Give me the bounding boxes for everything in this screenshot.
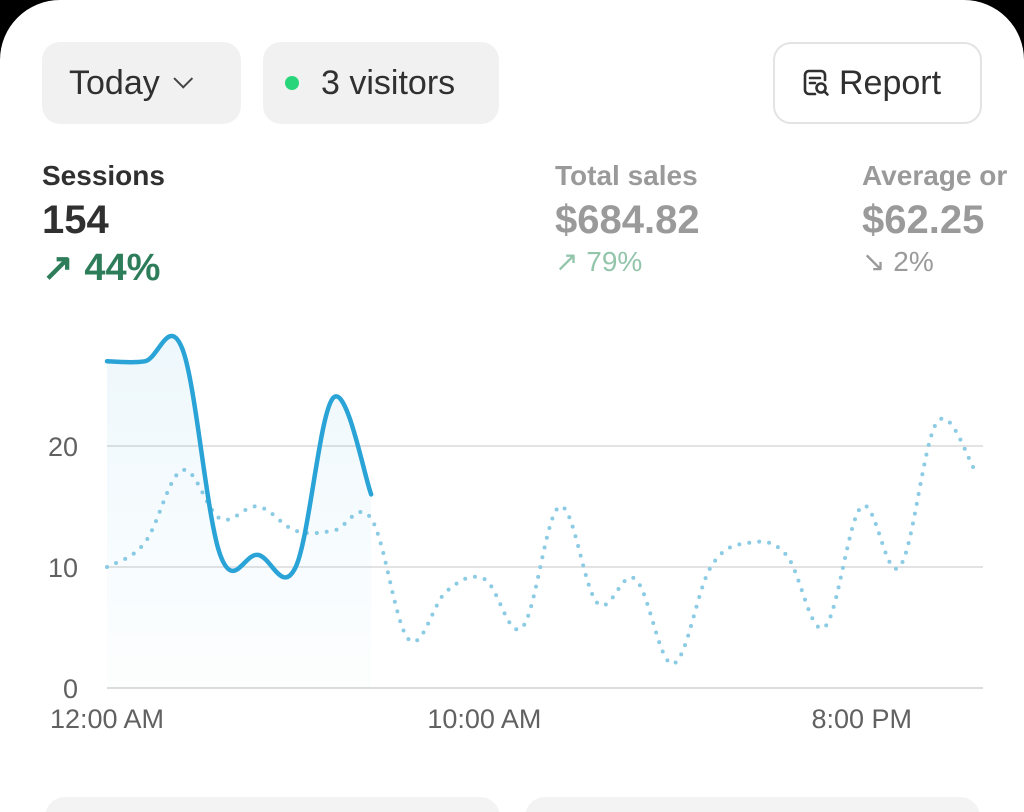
x-tick-label: 10:00 AM [427, 704, 541, 734]
metric-card[interactable] [525, 797, 980, 812]
live-dot-icon [285, 76, 299, 90]
y-tick-label: 10 [48, 553, 78, 583]
metric-value: $62.25 [862, 198, 985, 242]
metric-label: Total sales [555, 160, 698, 191]
arrow-up-right-icon: ↗ [42, 247, 74, 289]
report-label: Report [839, 63, 942, 102]
chevron-down-icon [173, 68, 193, 89]
today-series-line [104, 333, 374, 580]
sessions-chart: 0 10 20 12:00 AM 10:00 AM 8:00 PM [48, 333, 983, 734]
metric-change: 2% [893, 246, 934, 277]
metric-change: 44% [84, 247, 161, 289]
arrow-down-right-icon: ↘ [862, 246, 886, 277]
metric-label: Sessions [42, 160, 165, 191]
report-button[interactable]: Report [773, 42, 982, 124]
metric-label: Average or [862, 160, 1008, 191]
x-tick-label: 12:00 AM [50, 704, 164, 734]
metric-change: 79% [586, 246, 643, 277]
date-range-dropdown[interactable]: Today [42, 42, 241, 124]
metric-value: $684.82 [555, 198, 700, 242]
metric-card[interactable] [45, 797, 500, 812]
live-visitors-button[interactable]: 3 visitors [263, 42, 499, 124]
metric-sessions[interactable]: Sessions 154 ↗ 44% [42, 160, 165, 290]
arrow-up-right-icon: ↗ [555, 246, 579, 277]
report-search-icon [803, 69, 829, 96]
date-range-label: Today [69, 63, 160, 102]
metric-value: 154 [42, 198, 109, 242]
visitors-label: 3 visitors [321, 63, 456, 102]
metric-average-order[interactable]: Average or $62.25 ↘ 2% [862, 160, 1007, 278]
x-tick-label: 8:00 PM [812, 704, 913, 734]
y-tick-label: 0 [63, 674, 78, 704]
today-series-area [107, 335, 372, 688]
metric-total-sales[interactable]: Total sales $684.82 ↗ 79% [555, 160, 700, 278]
y-tick-label: 20 [48, 432, 78, 462]
